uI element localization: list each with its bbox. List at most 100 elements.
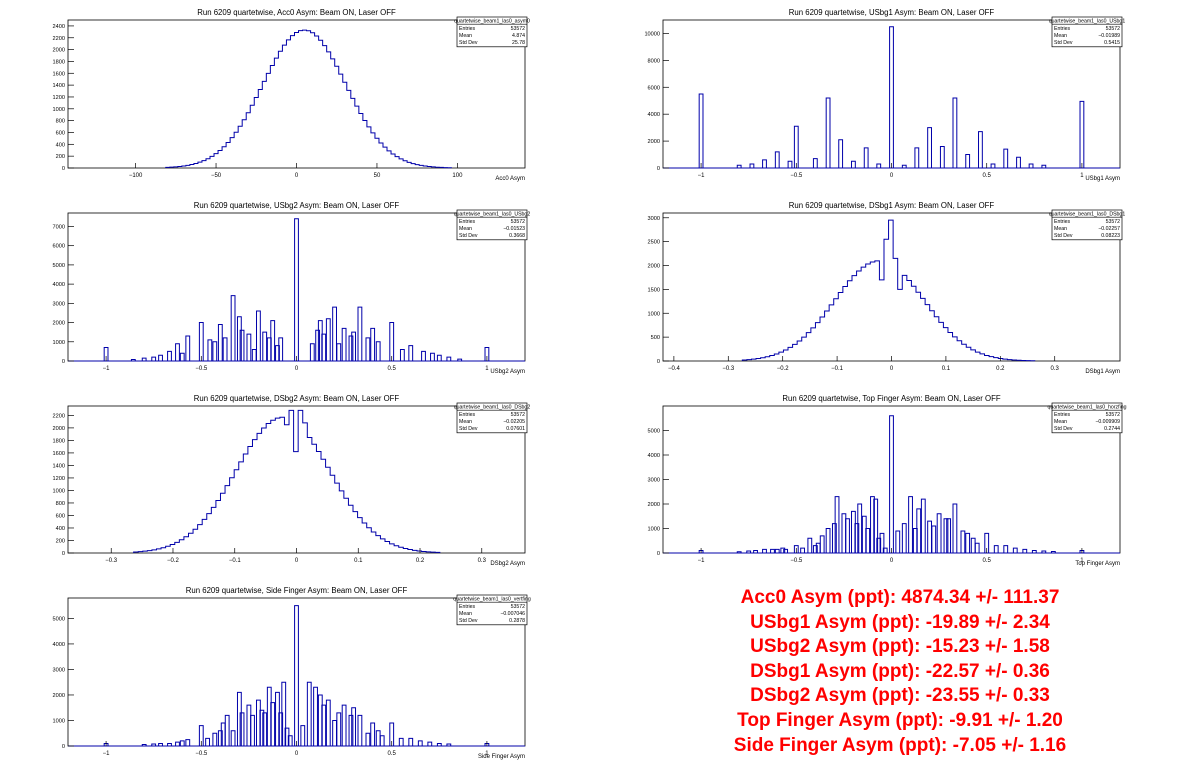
- histogram-bin: [185, 335, 191, 361]
- histogram-bin: [984, 532, 990, 553]
- histogram-bin: [365, 732, 371, 746]
- histogram-4: Run 6209 quartetwise, DSbg1 Asym: Beam O…: [648, 201, 1126, 375]
- histogram-bin: [876, 537, 882, 553]
- histogram-bin: [746, 550, 752, 553]
- x-tick-label: 1: [485, 366, 489, 372]
- stats-value: −0.01523: [503, 226, 525, 232]
- y-tick-label: 200: [56, 154, 65, 160]
- histogram-bin: [278, 337, 284, 361]
- histogram-bin: [825, 528, 831, 553]
- histogram-bin: [736, 164, 742, 168]
- plot-frame: [662, 212, 1121, 362]
- summary-line-usbg1: USbg1 Asym (ppt): -19.89 +/- 2.34: [750, 611, 1050, 633]
- histogram-bin: [865, 528, 871, 553]
- y-tick-label: 4000: [648, 112, 660, 118]
- histogram-title: Run 6209 quartetwise, Acc0 Asym: Beam ON…: [197, 8, 396, 17]
- x-tick-label: 0.2: [996, 366, 1005, 372]
- x-tick-label: 0.3: [1051, 366, 1060, 372]
- stats-box-name: quartetwise_beam1_las0_USbg2: [454, 212, 531, 218]
- histogram-bin: [313, 686, 318, 746]
- histogram-bin: [270, 320, 276, 361]
- histogram-bin: [332, 719, 337, 746]
- stats-value: 53572: [511, 26, 526, 32]
- plot-frame: [662, 405, 1121, 554]
- histogram-bin: [158, 354, 163, 361]
- summary-line-top-finger: Top Finger Asym (ppt): -9.91 +/- 1.20: [737, 709, 1063, 731]
- y-tick-label: 0: [62, 744, 65, 750]
- y-tick-label: 3000: [648, 216, 660, 222]
- histogram-bin: [399, 348, 405, 361]
- summary-line-dsbg2: DSbg2 Asym (ppt): -23.55 +/- 0.33: [750, 685, 1050, 707]
- histogram-bin: [336, 712, 342, 746]
- stats-value: 53572: [1106, 219, 1121, 225]
- y-tick-label: 1000: [53, 107, 65, 113]
- stats-label: Mean: [1054, 33, 1067, 39]
- histogram-bin: [879, 532, 885, 553]
- y-tick-label: 1500: [648, 287, 660, 293]
- histogram-bin: [207, 339, 213, 361]
- x-tick-label: 0.1: [354, 558, 363, 564]
- x-axis-label: Side Finger Asym: [478, 754, 525, 760]
- x-tick-label: −0.5: [790, 558, 803, 564]
- histogram-bin: [230, 295, 236, 361]
- histogram-bin: [876, 163, 882, 168]
- histogram-bin: [370, 722, 376, 746]
- histogram-bin: [952, 503, 958, 553]
- histogram-bin: [1041, 164, 1047, 168]
- histogram-bin: [351, 707, 357, 746]
- histogram-bin: [205, 737, 210, 746]
- histogram-line: [165, 29, 452, 169]
- y-tick-label: 0: [657, 359, 660, 365]
- histogram-bin: [960, 530, 966, 553]
- x-tick-label: 0.5: [983, 558, 992, 564]
- histogram-bin: [275, 345, 280, 361]
- histogram-6: Run 6209 quartetwise, Top Finger Asym: B…: [648, 394, 1127, 567]
- histogram-bin: [179, 740, 185, 746]
- histogram-bin: [895, 530, 901, 553]
- stats-label: Entries: [459, 26, 476, 32]
- stats-value: 4.874: [512, 33, 525, 39]
- histogram-title: Run 6209 quartetwise, DSbg1 Asym: Beam O…: [789, 201, 995, 210]
- histogram-bin: [1031, 550, 1037, 553]
- histogram-bin: [436, 742, 442, 746]
- y-tick-label: 1800: [53, 59, 65, 65]
- stats-box-frame: [456, 209, 528, 241]
- y-tick-label: 1600: [53, 451, 65, 457]
- histogram-bin: [332, 306, 337, 361]
- stats-box-frame: [456, 594, 528, 626]
- y-tick-label: 7000: [53, 224, 65, 230]
- histogram-bin: [167, 742, 172, 746]
- histogram-title: Run 6209 quartetwise, DSbg2 Asym: Beam O…: [194, 394, 400, 403]
- summary-line-dsbg1: DSbg1 Asym (ppt): -22.57 +/- 0.36: [750, 660, 1050, 682]
- histogram-bin: [793, 545, 799, 553]
- histogram-bin: [978, 131, 983, 168]
- x-tick-label: 1: [1080, 558, 1084, 564]
- stats-value: 53572: [1106, 26, 1121, 32]
- histogram-bin: [800, 547, 805, 553]
- y-tick-label: 2000: [53, 48, 65, 54]
- histogram-bin: [1079, 100, 1085, 168]
- y-tick-label: 4000: [53, 282, 65, 288]
- stats-value: 0.3668: [509, 233, 525, 239]
- x-tick-label: 1: [1080, 173, 1084, 179]
- histogram-title: Run 6209 quartetwise, Top Finger Asym: B…: [782, 394, 1001, 403]
- x-tick-label: −1: [698, 173, 706, 179]
- y-tick-label: 1000: [53, 488, 65, 494]
- y-tick-label: 2000: [648, 264, 660, 270]
- histogram-bin: [920, 498, 926, 553]
- y-tick-label: 2000: [53, 426, 65, 432]
- histogram-bin: [341, 704, 347, 746]
- y-tick-label: 1200: [53, 476, 65, 482]
- x-tick-label: 0.5: [388, 751, 397, 757]
- stats-value: 0.07601: [506, 426, 525, 432]
- y-tick-label: 0: [62, 359, 65, 365]
- histogram-bin: [275, 691, 280, 746]
- stats-value: −0.02257: [1098, 226, 1120, 232]
- x-tick-label: 0.1: [942, 366, 951, 372]
- y-tick-label: 400: [56, 526, 65, 532]
- histogram-bin: [130, 358, 136, 361]
- histogram-bin: [927, 520, 932, 553]
- histogram-bin: [315, 329, 321, 361]
